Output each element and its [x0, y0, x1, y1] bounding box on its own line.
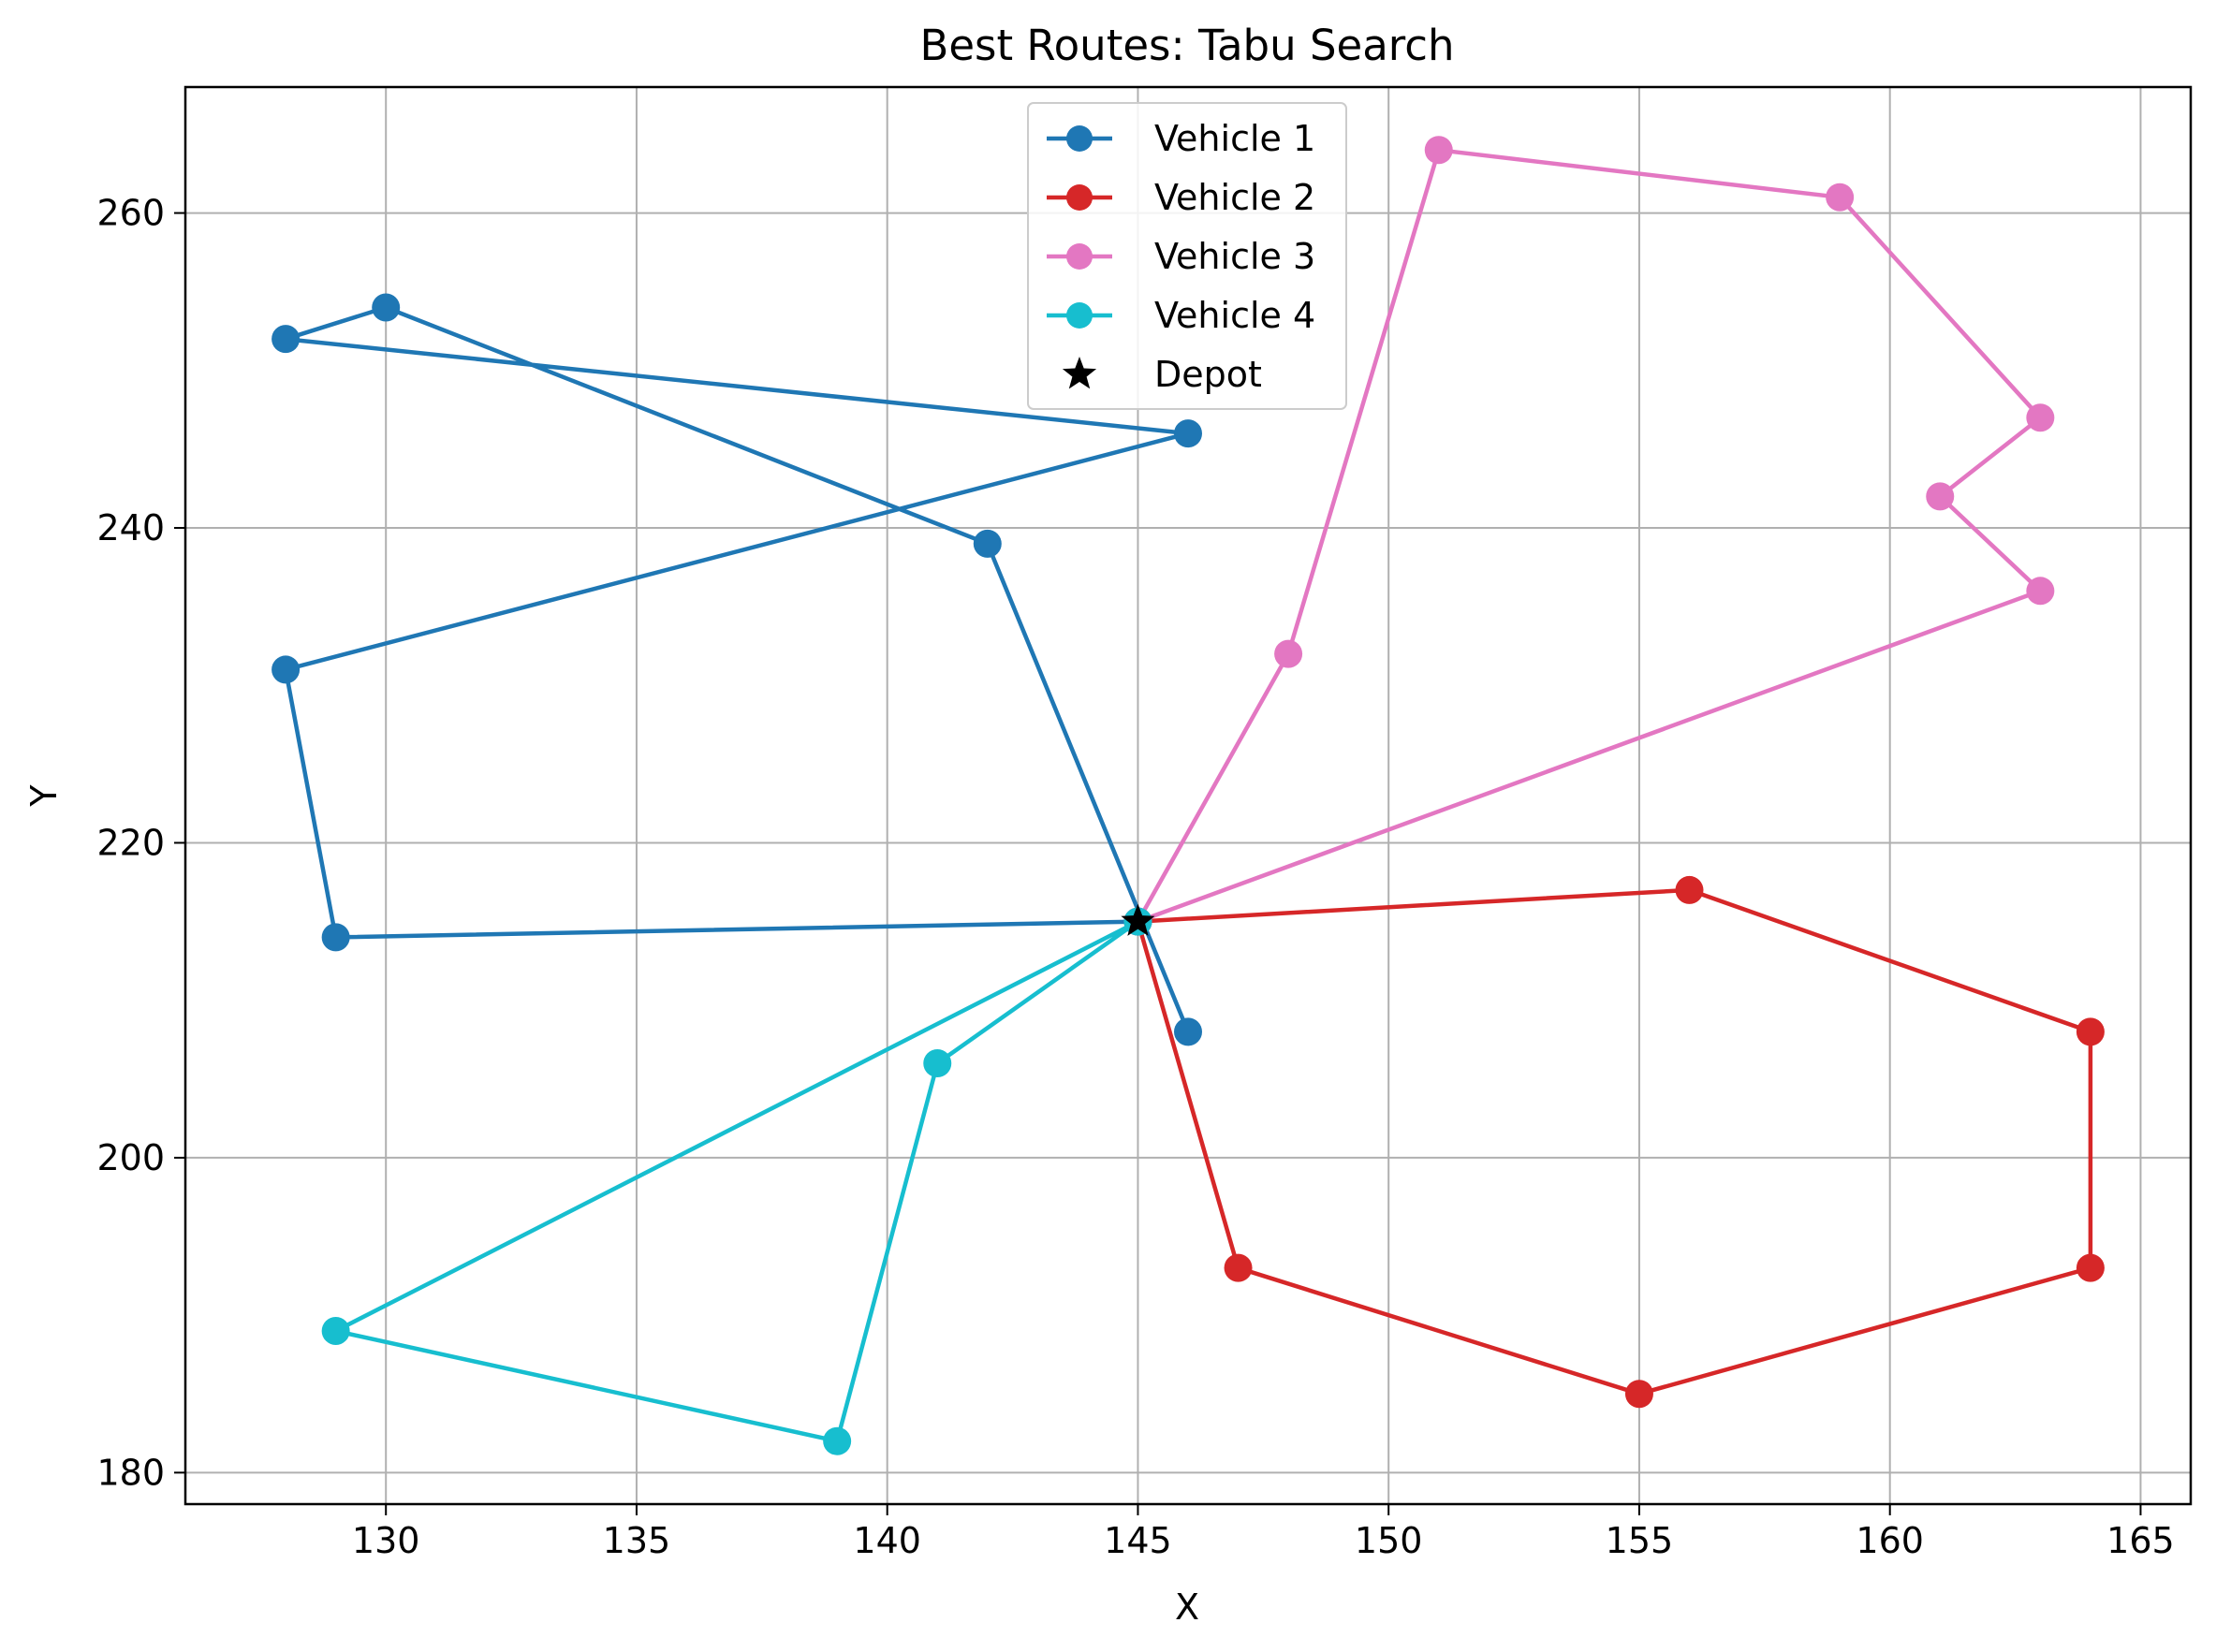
- route-point: [823, 1426, 852, 1455]
- legend-label: Vehicle 4: [1154, 295, 1315, 336]
- route-point: [1174, 419, 1202, 448]
- route-point: [1274, 639, 1303, 668]
- x-axis-label: X: [1175, 1586, 1199, 1628]
- x-tick-label: 130: [352, 1520, 420, 1561]
- route-point: [2076, 1017, 2105, 1046]
- plot-frame: [183, 85, 2193, 1506]
- legend-label: Vehicle 1: [1154, 118, 1315, 159]
- route-point: [1174, 1017, 1202, 1046]
- grid: [185, 87, 2191, 1504]
- series-layer: [271, 136, 2105, 1455]
- depot-layer: [1121, 903, 1155, 936]
- route-point: [271, 325, 301, 354]
- legend-dot-marker: [1066, 184, 1093, 211]
- route-point: [1826, 183, 1855, 212]
- route-point: [2026, 403, 2055, 432]
- x-tick-label: 165: [2106, 1520, 2175, 1561]
- chart-title: Best Routes: Tabu Search: [919, 21, 1454, 70]
- legend-dot-marker: [1066, 302, 1093, 329]
- route-point: [973, 529, 1002, 558]
- series-vehicle-2: [1123, 875, 2105, 1409]
- route-line-vehicle-1: [283, 305, 1191, 1033]
- y-tick-label: 180: [96, 1452, 165, 1493]
- legend: Vehicle 1 Vehicle 2 Vehicle 3 Vehicle 4 Depo…: [1027, 102, 1347, 410]
- legend-dot-marker: [1066, 243, 1093, 270]
- x-tick-label: 145: [1104, 1520, 1172, 1561]
- x-tick-label: 155: [1606, 1520, 1674, 1561]
- route-point: [372, 293, 401, 322]
- legend-dot-marker: [1066, 125, 1093, 152]
- y-tick-label: 240: [96, 507, 165, 548]
- x-tick-label: 135: [603, 1520, 671, 1561]
- legend-label: Depot: [1154, 354, 1262, 395]
- route-point: [1224, 1253, 1253, 1282]
- route-point: [321, 1316, 350, 1345]
- legend-label: Vehicle 3: [1154, 236, 1315, 277]
- x-tick-label: 150: [1355, 1520, 1423, 1561]
- route-point: [923, 1048, 952, 1077]
- route-point: [1624, 1380, 1653, 1409]
- route-point: [2076, 1253, 2105, 1282]
- route-line-vehicle-3: [1136, 148, 2043, 924]
- axis-ticks: 130 135 140 145 150 155 160 165 180 200 220 240 260: [96, 193, 2174, 1561]
- depot-star-marker: [1121, 903, 1155, 936]
- route-point: [1675, 875, 1704, 904]
- y-tick-label: 260: [96, 193, 165, 234]
- legend-star-marker: [1062, 357, 1097, 389]
- y-axis-label: Y: [23, 784, 65, 808]
- route-point: [1926, 482, 1955, 511]
- y-tick-label: 220: [96, 822, 165, 863]
- legend-box: [1027, 102, 1347, 410]
- route-point: [271, 655, 301, 684]
- route-point: [1424, 136, 1453, 165]
- legend-label: Vehicle 2: [1154, 177, 1315, 218]
- x-tick-label: 140: [853, 1520, 921, 1561]
- x-tick-label: 160: [1856, 1520, 1924, 1561]
- route-point: [2026, 577, 2055, 606]
- route-point: [321, 923, 350, 952]
- y-tick-label: 200: [96, 1137, 165, 1178]
